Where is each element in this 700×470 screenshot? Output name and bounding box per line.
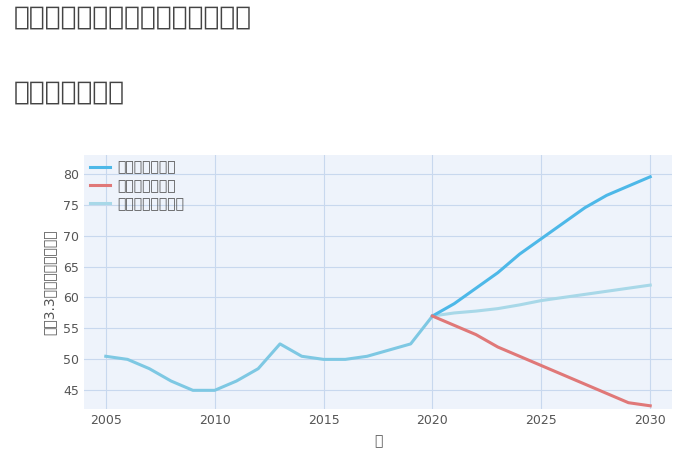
Y-axis label: 坪（3.3㎡）単価（万円）: 坪（3.3㎡）単価（万円） (42, 229, 56, 335)
X-axis label: 年: 年 (374, 434, 382, 448)
Text: 神奈川県相模原市緑区与瀬本町の: 神奈川県相模原市緑区与瀬本町の (14, 5, 252, 31)
Text: 土地の価格推移: 土地の価格推移 (14, 80, 125, 106)
Legend: グッドシナリオ, バッドシナリオ, ノーマルシナリオ: グッドシナリオ, バッドシナリオ, ノーマルシナリオ (84, 155, 190, 217)
